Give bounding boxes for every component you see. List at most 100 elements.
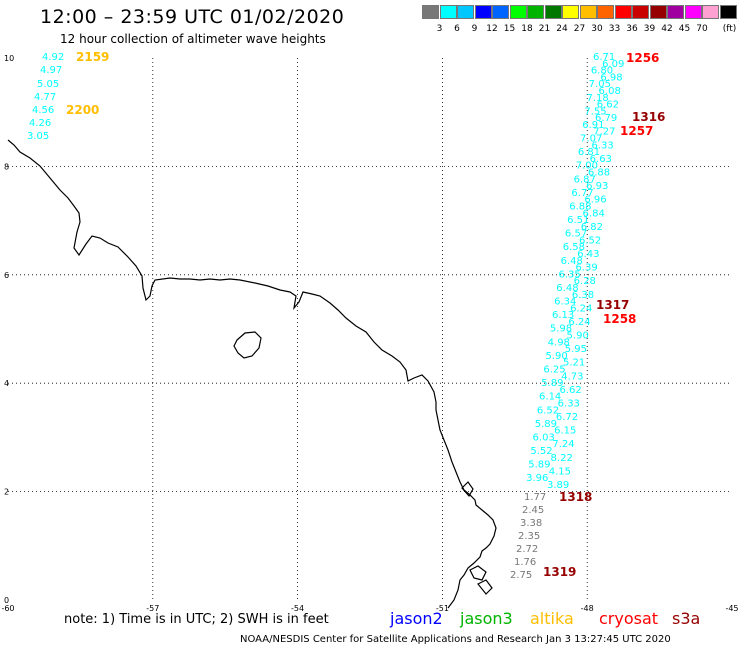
legend-cryosat: cryosat xyxy=(599,609,659,628)
wave-height-label: 3.96 xyxy=(526,473,548,484)
legend-swatch xyxy=(614,5,632,19)
legend-swatch xyxy=(474,5,492,19)
note-text: note: 1) Time is in UTC; 2) SWH is in fe… xyxy=(64,612,329,627)
wave-height-label: 7.18 xyxy=(587,93,609,104)
wave-height-label: 6.96 xyxy=(584,195,606,206)
wave-height-label: 6.33 xyxy=(558,398,580,409)
wave-height-label: 6.03 xyxy=(533,432,555,443)
wave-height-label: 6.63 xyxy=(590,154,612,165)
wave-height-label: 6.72 xyxy=(556,412,578,423)
wave-height-label: 6.24 xyxy=(570,303,592,314)
legend-tick-label: 45 xyxy=(678,24,691,34)
legend-swatch xyxy=(492,5,509,19)
legend-swatch xyxy=(702,5,719,19)
x-tick-label: -45 xyxy=(725,604,738,613)
legend-tick-label: 21 xyxy=(538,24,551,34)
wave-height-label: 3.89 xyxy=(547,480,569,491)
wave-height-label: 7.00 xyxy=(576,161,598,172)
legend-tick-label: 70 xyxy=(696,24,708,34)
wave-height-label: 6.84 xyxy=(583,208,605,219)
wave-height-label: 6.33 xyxy=(591,140,613,151)
wave-height-label: 2.35 xyxy=(518,531,540,542)
y-tick-label: 6 xyxy=(4,271,9,280)
wave-height-label: 6.79 xyxy=(595,113,617,124)
x-tick-label: -60 xyxy=(1,604,14,613)
legend-swatch xyxy=(422,5,439,19)
y-tick-label: 8 xyxy=(4,162,9,171)
legend-tick-label: 39 xyxy=(643,24,656,34)
wave-height-label: 5.89 xyxy=(528,460,550,471)
wave-height-label: 6.39 xyxy=(575,263,597,274)
wave-height-label: 6.57 xyxy=(565,229,587,240)
wave-height-label: 6.51 xyxy=(567,215,589,226)
legend-swatch xyxy=(457,5,474,19)
wave-height-label: 6.48 xyxy=(561,256,583,267)
wave-height-label: 6.88 xyxy=(569,201,591,212)
pass-time-label: 1258 xyxy=(603,312,636,326)
wave-height-label: 7.24 xyxy=(552,439,574,450)
wave-height-label: 6.81 xyxy=(578,147,600,158)
wave-height-label: 7.27 xyxy=(593,127,615,138)
wave-height-label: 6.93 xyxy=(586,181,608,192)
wave-height-label: 6.71 xyxy=(593,52,615,63)
wave-height-label: 5.52 xyxy=(530,446,552,457)
wave-height-label: 5.21 xyxy=(563,358,585,369)
island-1 xyxy=(233,331,262,359)
map-grid xyxy=(8,58,732,600)
pass-time-label: 2200 xyxy=(66,103,99,117)
wave-height-label: 6.43 xyxy=(577,249,599,260)
wave-height-label: 5.05 xyxy=(37,79,59,90)
wave-height-label: 6.28 xyxy=(574,276,596,287)
legend-unit: (ft) xyxy=(722,24,737,34)
footer-credit: NOAA/NESDIS Center for Satellite Applica… xyxy=(240,634,671,645)
wave-height-label: 1.76 xyxy=(514,557,536,568)
wave-height-labels: 4.92 4.97 5.05 4.77 4.56 4.26 3.05 2159 2200 6.71… xyxy=(27,50,665,581)
wave-height-label: 2.45 xyxy=(522,505,544,516)
wave-height-label: 6.62 xyxy=(597,100,619,111)
wave-height-label: 7.07 xyxy=(580,134,602,145)
legend-jason3: jason3 xyxy=(460,609,513,628)
legend-tick-label: 9 xyxy=(471,24,478,34)
wave-height-label: 7.05 xyxy=(589,79,611,90)
wave-height-label: 4.56 xyxy=(32,105,54,116)
y-tick-label: 0 xyxy=(4,596,9,605)
wave-height-label: 5.90 xyxy=(546,351,568,362)
wave-height-label: 5.89 xyxy=(535,419,557,430)
island-3 xyxy=(469,565,487,581)
y-tick-label: 10 xyxy=(4,54,14,63)
wave-height-label: 6.38 xyxy=(572,290,594,301)
legend-tick-label: 3 xyxy=(436,24,443,34)
wave-height-label: 1.77 xyxy=(524,492,546,503)
legend-tick-label: 27 xyxy=(573,24,586,34)
pass-time-label: 1316 xyxy=(632,110,665,124)
wave-height-label: 6.34 xyxy=(554,297,576,308)
x-tick-label: -57 xyxy=(146,604,159,613)
y-tick-label: 2 xyxy=(4,488,9,497)
page-title: 12:00 – 23:59 UTC 01/02/2020 xyxy=(40,6,345,28)
legend-altika: altika xyxy=(530,609,574,628)
wave-height-label: 5.98 xyxy=(550,324,572,335)
wave-height-label: 6.91 xyxy=(582,120,604,131)
wave-height-label: 6.52 xyxy=(537,405,559,416)
wave-height-label: 4.77 xyxy=(34,92,56,103)
wave-height-label: 4.92 xyxy=(42,52,64,63)
wave-height-label: 3.38 xyxy=(520,518,542,529)
wave-height-label: 6.09 xyxy=(602,59,624,70)
legend-swatch xyxy=(597,5,614,19)
wave-height-label: 4.98 xyxy=(548,337,570,348)
wave-height-label: 6.48 xyxy=(556,283,578,294)
legend-swatch xyxy=(439,5,457,19)
wave-height-label: 4.26 xyxy=(29,118,51,129)
wave-height-label: 2.75 xyxy=(510,570,532,581)
wave-height-label: 6.52 xyxy=(579,235,601,246)
legend-swatch xyxy=(667,5,684,19)
coastline xyxy=(7,139,497,609)
wave-height-label: 8.22 xyxy=(551,453,573,464)
x-tick-label: -51 xyxy=(436,604,449,613)
wave-height-label: 6.87 xyxy=(574,174,596,185)
wave-height-label: 4.15 xyxy=(549,466,571,477)
wave-height-label: 3.05 xyxy=(27,131,49,142)
legend-tick-label: 18 xyxy=(521,24,533,34)
wave-height-label: 6.24 xyxy=(568,317,590,328)
